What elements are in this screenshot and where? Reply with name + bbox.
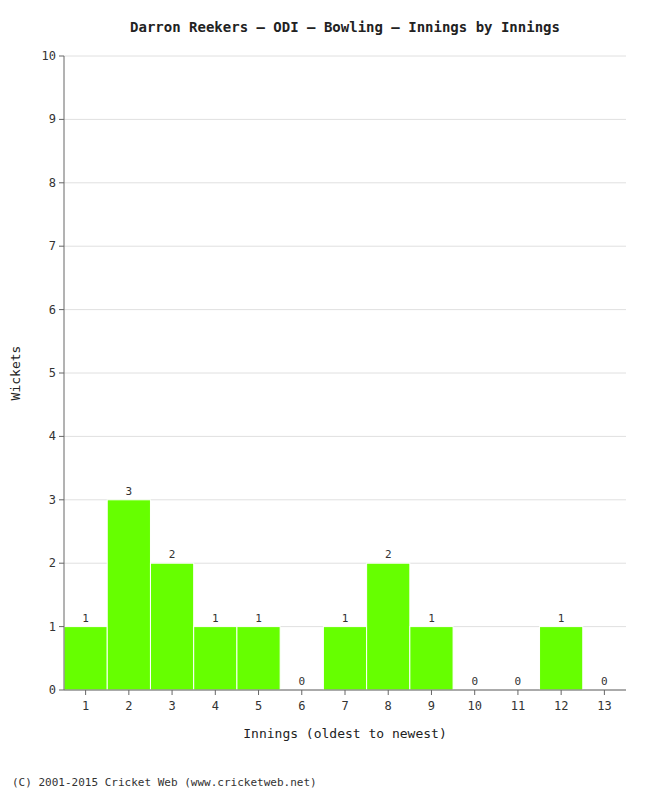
- bar: [367, 563, 410, 690]
- footer: (C) 2001-2015 Cricket Web (www.cricketwe…: [12, 776, 317, 789]
- bar: [323, 627, 366, 690]
- tick-label: 8: [385, 699, 392, 713]
- bar: [410, 627, 453, 690]
- tick-mark: [561, 690, 562, 695]
- tick-label: 7: [49, 239, 56, 253]
- tick-label: 0: [49, 683, 56, 697]
- tick-label: 2: [125, 699, 132, 713]
- tick-mark: [59, 246, 64, 247]
- data-label: 0: [298, 675, 305, 688]
- tick-mark: [215, 690, 216, 695]
- grid-line: [64, 119, 626, 120]
- tick-label: 13: [597, 699, 611, 713]
- tick-label: 12: [554, 699, 568, 713]
- y-axis-label: Wickets: [8, 346, 23, 401]
- title: Darron Reekers – ODI – Bowling – Innings…: [130, 19, 560, 35]
- grid: [64, 56, 626, 690]
- tick-mark: [345, 690, 346, 695]
- x-axis: 12345678910111213: [82, 690, 612, 713]
- tick-mark: [59, 56, 64, 57]
- tick-mark: [59, 182, 64, 183]
- tick-label: 4: [212, 699, 219, 713]
- data-label: 1: [82, 612, 89, 625]
- y-axis-line: [64, 56, 65, 690]
- bar: [237, 627, 280, 690]
- tick-mark: [301, 690, 302, 695]
- tick-mark: [59, 373, 64, 374]
- tick-label: 2: [49, 556, 56, 570]
- data-labels: 1 3 2 1 1 0 1 2 1 0 0 1 0: [82, 485, 607, 688]
- tick-label: 1: [49, 620, 56, 634]
- grid-line: [64, 436, 626, 437]
- data-label: 2: [385, 548, 392, 561]
- data-label: 2: [169, 548, 176, 561]
- tick-label: 6: [298, 699, 305, 713]
- tick-label: 10: [42, 49, 56, 63]
- grid-line: [64, 182, 626, 183]
- bar: [150, 563, 193, 690]
- bar: [64, 627, 107, 690]
- tick-label: 9: [49, 112, 56, 126]
- grid-line: [64, 309, 626, 310]
- chart-container: 0123456789101321101210010123456789101112…: [0, 0, 650, 800]
- data-label: 0: [471, 675, 478, 688]
- tick-mark: [604, 690, 605, 695]
- data-label: 0: [601, 675, 608, 688]
- tick-mark: [388, 690, 389, 695]
- tick-mark: [128, 690, 129, 695]
- grid-line: [64, 373, 626, 374]
- bars: [64, 500, 583, 690]
- data-label: 1: [212, 612, 219, 625]
- tick-label: 10: [467, 699, 481, 713]
- tick-label: 8: [49, 176, 56, 190]
- tick-mark: [59, 626, 64, 627]
- tick-label: 3: [168, 699, 175, 713]
- tick-mark: [431, 690, 432, 695]
- bar: [107, 500, 150, 690]
- page: {"chart_data": {"type": "bar", "title": …: [0, 0, 650, 800]
- tick-mark: [258, 690, 259, 695]
- data-label: 1: [558, 612, 565, 625]
- bar: [194, 627, 237, 690]
- data-label: 0: [515, 675, 522, 688]
- tick-mark: [59, 309, 64, 310]
- tick-mark: [59, 690, 64, 691]
- tick-label: 5: [255, 699, 262, 713]
- tick-mark: [172, 690, 173, 695]
- tick-mark: [59, 499, 64, 500]
- data-label: 1: [255, 612, 262, 625]
- tick-label: 1: [82, 699, 89, 713]
- tick-mark: [59, 119, 64, 120]
- tick-label: 9: [428, 699, 435, 713]
- grid-line: [64, 246, 626, 247]
- tick-mark: [474, 690, 475, 695]
- x-axis-label: Innings (oldest to newest): [243, 726, 447, 741]
- chart-svg: 0123456789101321101210010123456789101112…: [0, 0, 650, 800]
- tick-mark: [517, 690, 518, 695]
- bar: [540, 627, 583, 690]
- tick-label: 4: [49, 429, 56, 443]
- data-label: 1: [428, 612, 435, 625]
- grid-line: [64, 56, 626, 57]
- tick-label: 7: [341, 699, 348, 713]
- tick-mark: [85, 690, 86, 695]
- tick-mark: [59, 563, 64, 564]
- data-label: 1: [342, 612, 349, 625]
- tick-label: 3: [49, 493, 56, 507]
- tick-label: 5: [49, 366, 56, 380]
- tick-mark: [59, 436, 64, 437]
- data-label: 3: [126, 485, 133, 498]
- y-axis: 0 1 2 3 4 5 6 7 8 9 10: [42, 49, 64, 697]
- tick-label: 6: [49, 303, 56, 317]
- tick-label: 11: [511, 699, 525, 713]
